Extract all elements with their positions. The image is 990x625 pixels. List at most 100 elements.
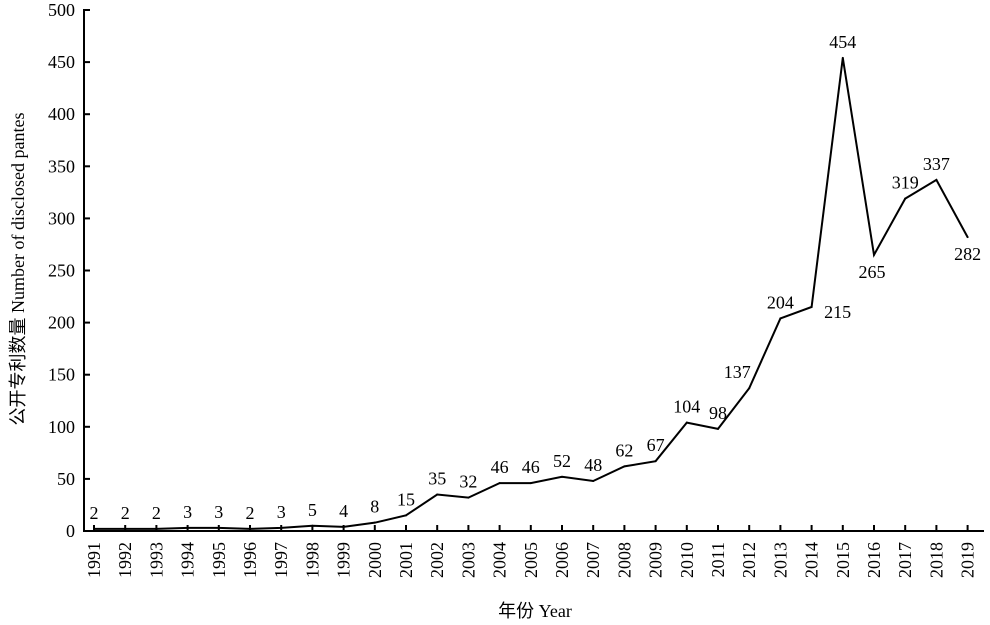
x-tick-label: 2018: [926, 542, 946, 578]
x-tick-label: 2002: [427, 542, 447, 578]
data-point: [935, 178, 938, 181]
data-point: [155, 527, 158, 530]
data-point: [592, 479, 595, 482]
data-point: [311, 524, 314, 527]
data-point: [966, 236, 969, 239]
y-axis-tick-labels: 0 50 100 150 200 250 300 350 400 450 500: [48, 0, 75, 541]
data-label: 454: [829, 32, 856, 52]
series-group: [93, 56, 969, 530]
data-point: [654, 460, 657, 463]
x-tick-label: 1993: [146, 542, 166, 578]
data-point: [436, 493, 439, 496]
data-point: [124, 527, 127, 530]
data-point: [217, 526, 220, 529]
data-label: 2: [152, 503, 161, 523]
data-point: [467, 496, 470, 499]
data-point: [405, 514, 407, 517]
x-tick-label: 2004: [490, 542, 510, 578]
data-point: [249, 527, 251, 530]
data-label: 137: [724, 362, 751, 382]
y-tick-label: 50: [57, 469, 75, 489]
x-tick-label: 2007: [583, 542, 603, 578]
data-label: 4: [339, 501, 348, 521]
x-tick-label: 2012: [739, 542, 759, 578]
x-tick-label: 2019: [958, 542, 978, 578]
data-point: [841, 56, 844, 59]
data-point: [280, 526, 283, 529]
data-point: [342, 525, 345, 528]
x-tick-label: 2016: [864, 542, 884, 578]
y-axis-title: 公开专利数量 Number of disclosed pantes: [8, 113, 28, 426]
x-tick-label: 2008: [614, 542, 634, 578]
data-label: 62: [615, 440, 633, 460]
data-label: 48: [584, 455, 602, 475]
data-label: 98: [709, 403, 727, 423]
data-label: 46: [522, 457, 540, 477]
data-point: [748, 387, 751, 390]
y-tick-label: 400: [48, 104, 75, 124]
data-point: [873, 253, 875, 256]
x-tick-label: 2006: [552, 542, 572, 578]
data-label: 3: [183, 502, 192, 522]
x-tick-label: 1995: [209, 542, 229, 578]
x-tick-label: 2015: [833, 542, 853, 578]
data-point: [779, 317, 782, 320]
x-tick-label: 1991: [84, 542, 104, 578]
x-axis-title: 年份 Year: [498, 601, 572, 621]
data-label: 215: [824, 302, 851, 322]
x-axis-tick-labels: 1991 1992 1993 1994 1995 1996 1997 1998 1999 2000…: [84, 542, 978, 578]
x-tick-label: 2010: [677, 542, 697, 578]
x-tick-label: 2017: [895, 542, 915, 578]
data-point: [186, 526, 189, 529]
data-label: 104: [673, 397, 700, 417]
y-tick-label: 0: [66, 521, 75, 541]
data-label: 282: [954, 244, 981, 264]
x-tick-label: 2001: [396, 542, 416, 578]
data-label: 2: [246, 503, 255, 523]
x-tick-label: 2000: [365, 542, 385, 578]
x-tick-label: 2013: [770, 542, 790, 578]
data-label: 46: [491, 457, 509, 477]
y-tick-label: 100: [48, 417, 75, 437]
data-point: [904, 197, 907, 200]
data-point: [93, 527, 95, 530]
y-tick-label: 200: [48, 313, 75, 333]
data-label: 3: [214, 502, 223, 522]
data-label: 15: [397, 489, 415, 509]
data-point: [561, 475, 563, 478]
y-tick-label: 500: [48, 0, 75, 20]
data-point: [717, 427, 719, 430]
data-label: 204: [767, 292, 794, 312]
x-tick-label: 2003: [458, 542, 478, 578]
x-tick-label: 1997: [271, 542, 291, 578]
data-label: 265: [859, 262, 886, 282]
x-tick-label: 2009: [646, 542, 666, 578]
x-tick-label: 2011: [708, 542, 728, 577]
data-label: 319: [892, 173, 919, 193]
data-point: [529, 482, 532, 485]
data-label: 2: [90, 503, 99, 523]
data-label: 3: [277, 502, 286, 522]
x-tick-label: 1992: [115, 542, 135, 578]
data-point: [373, 521, 376, 524]
data-label: 2: [121, 503, 130, 523]
x-tick-label: 1998: [302, 542, 322, 578]
y-tick-label: 250: [48, 261, 75, 281]
data-point: [623, 465, 626, 468]
x-tick-label: 2005: [521, 542, 541, 578]
data-label: 52: [553, 451, 571, 471]
y-tick-label: 300: [48, 208, 75, 228]
data-label: 67: [647, 435, 665, 455]
data-point: [685, 421, 688, 424]
y-tick-label: 350: [48, 156, 75, 176]
x-tick-label: 1999: [334, 542, 354, 578]
x-tick-label: 1994: [178, 542, 198, 578]
data-label: 5: [308, 500, 317, 520]
data-label: 32: [459, 472, 477, 492]
data-label: 8: [370, 497, 379, 517]
data-label: 35: [428, 469, 446, 489]
x-tick-label: 1996: [240, 542, 260, 578]
x-tick-label: 2014: [802, 542, 822, 578]
data-point: [498, 482, 501, 485]
